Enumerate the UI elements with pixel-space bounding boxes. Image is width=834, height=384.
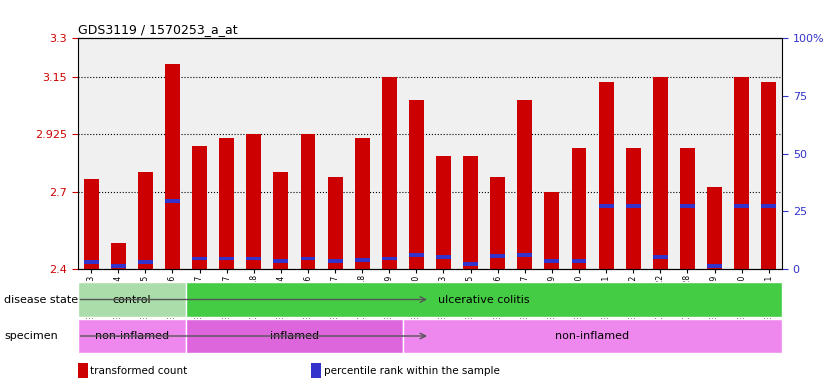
Bar: [490, 177, 505, 269]
Bar: [761, 204, 776, 208]
Bar: [83, 260, 98, 264]
Bar: [626, 204, 641, 208]
Bar: [626, 149, 641, 269]
Bar: [192, 146, 207, 269]
Bar: [680, 149, 695, 269]
Bar: [403, 319, 782, 353]
Bar: [78, 282, 186, 317]
Bar: [111, 264, 126, 268]
Bar: [246, 134, 261, 269]
Bar: [382, 257, 397, 260]
Bar: [246, 257, 261, 260]
Text: GDS3119 / 1570253_a_at: GDS3119 / 1570253_a_at: [78, 23, 237, 36]
Bar: [111, 243, 126, 269]
Bar: [409, 253, 424, 257]
Bar: [571, 149, 586, 269]
Bar: [219, 138, 234, 269]
Bar: [192, 257, 207, 260]
Text: specimen: specimen: [4, 331, 58, 341]
Bar: [186, 319, 403, 353]
Bar: [219, 257, 234, 260]
Bar: [274, 259, 289, 263]
Bar: [186, 282, 782, 317]
Bar: [300, 134, 315, 269]
Bar: [490, 254, 505, 258]
Bar: [138, 172, 153, 269]
Text: non-inflamed: non-inflamed: [95, 331, 168, 341]
Text: percentile rank within the sample: percentile rank within the sample: [324, 366, 500, 376]
Bar: [354, 258, 369, 262]
Bar: [707, 187, 722, 269]
Text: control: control: [113, 295, 151, 305]
Bar: [599, 82, 614, 269]
Bar: [328, 259, 343, 263]
Bar: [274, 172, 289, 269]
Bar: [761, 82, 776, 269]
Bar: [734, 204, 749, 208]
Bar: [463, 262, 478, 266]
Text: transformed count: transformed count: [90, 366, 188, 376]
Bar: [653, 255, 668, 259]
Bar: [165, 64, 180, 269]
Bar: [707, 264, 722, 268]
Text: inflamed: inflamed: [270, 331, 319, 341]
Bar: [138, 260, 153, 264]
Bar: [517, 253, 532, 257]
Bar: [599, 204, 614, 208]
Bar: [436, 255, 451, 259]
Bar: [734, 77, 749, 269]
Bar: [517, 100, 532, 269]
Bar: [653, 77, 668, 269]
Bar: [78, 319, 186, 353]
Bar: [571, 259, 586, 263]
Text: non-inflamed: non-inflamed: [555, 331, 630, 341]
Bar: [436, 156, 451, 269]
Bar: [300, 257, 315, 260]
Bar: [354, 138, 369, 269]
Bar: [463, 156, 478, 269]
Text: ulcerative colitis: ulcerative colitis: [439, 295, 530, 305]
Bar: [545, 192, 560, 269]
Bar: [83, 179, 98, 269]
Bar: [680, 204, 695, 208]
Bar: [545, 259, 560, 263]
Bar: [409, 100, 424, 269]
Bar: [382, 77, 397, 269]
Text: disease state: disease state: [4, 295, 78, 305]
Bar: [165, 199, 180, 203]
Bar: [328, 177, 343, 269]
